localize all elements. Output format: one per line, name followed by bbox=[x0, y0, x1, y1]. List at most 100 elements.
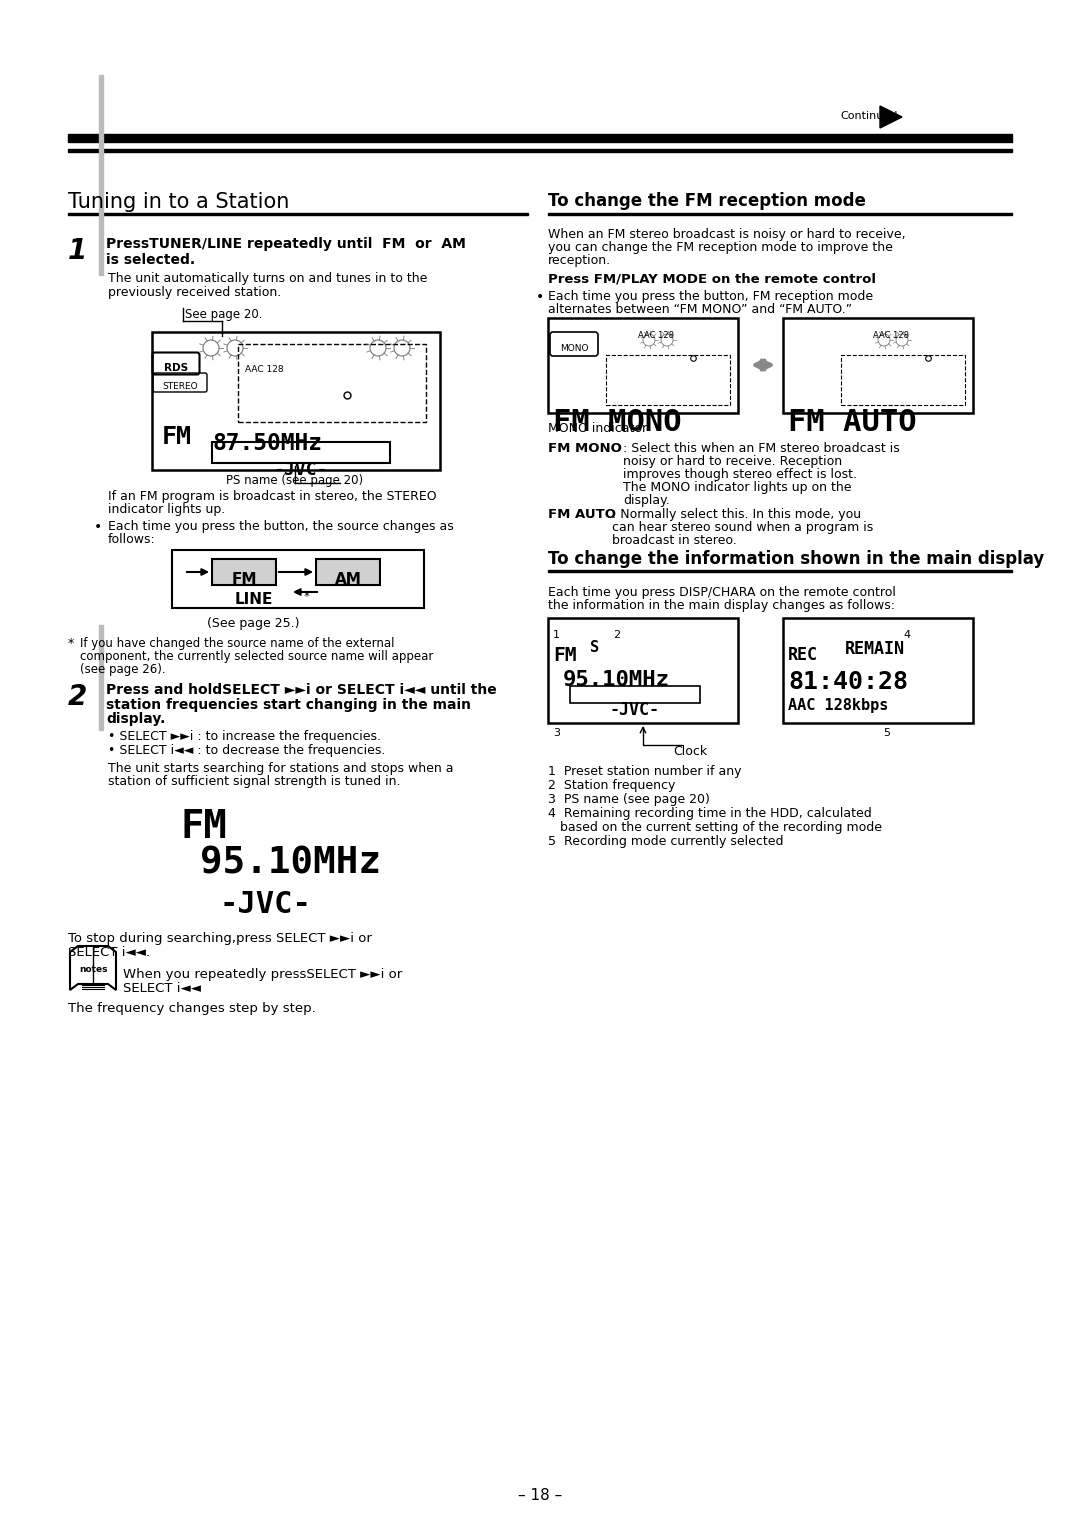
Bar bbox=[172, 550, 424, 608]
Text: REC: REC bbox=[788, 646, 818, 665]
Text: -JVC-: -JVC- bbox=[274, 461, 328, 478]
Text: 1: 1 bbox=[68, 237, 87, 264]
Text: FM: FM bbox=[180, 808, 227, 847]
Text: AAC 128: AAC 128 bbox=[873, 332, 909, 341]
Text: The frequency changes step by step.: The frequency changes step by step. bbox=[68, 1002, 315, 1015]
Text: PressTUNER/LINE repeatedly until  FM  or  AM: PressTUNER/LINE repeatedly until FM or A… bbox=[106, 237, 465, 251]
Bar bbox=[841, 354, 966, 405]
Text: AAC 128: AAC 128 bbox=[245, 365, 284, 374]
Text: To stop during searching,press SELECT ►►i or: To stop during searching,press SELECT ►►… bbox=[68, 932, 372, 944]
Bar bbox=[68, 134, 1012, 142]
Text: The unit starts searching for stations and stops when a: The unit starts searching for stations a… bbox=[108, 762, 454, 775]
Text: based on the current setting of the recording mode: based on the current setting of the reco… bbox=[548, 821, 882, 834]
Text: FM MONO: FM MONO bbox=[553, 408, 681, 437]
Text: FM AUTO: FM AUTO bbox=[788, 408, 917, 437]
Text: FM AUTO: FM AUTO bbox=[548, 507, 616, 521]
Text: 3  PS name (see page 20): 3 PS name (see page 20) bbox=[548, 793, 710, 805]
Bar bbox=[68, 212, 528, 215]
Text: AAC 128: AAC 128 bbox=[638, 332, 674, 341]
Text: 3: 3 bbox=[553, 727, 561, 738]
Bar bbox=[570, 686, 700, 703]
Text: PS name (see page 20): PS name (see page 20) bbox=[227, 474, 364, 487]
Bar bbox=[212, 559, 276, 585]
Text: Each time you press the button, the source changes as: Each time you press the button, the sour… bbox=[108, 520, 454, 533]
Text: When an FM stereo broadcast is noisy or hard to receive,: When an FM stereo broadcast is noisy or … bbox=[548, 228, 906, 241]
Text: Each time you press the button, FM reception mode: Each time you press the button, FM recep… bbox=[548, 290, 873, 303]
Text: broadcast in stereo.: broadcast in stereo. bbox=[612, 533, 737, 547]
Bar bbox=[238, 344, 426, 422]
Text: See page 20.: See page 20. bbox=[185, 309, 262, 321]
Text: Tuning in to a Station: Tuning in to a Station bbox=[68, 193, 289, 212]
Text: FM: FM bbox=[553, 646, 577, 665]
Bar bbox=[68, 150, 1012, 151]
Text: If an FM program is broadcast in stereo, the STEREO: If an FM program is broadcast in stereo,… bbox=[108, 490, 436, 503]
Bar bbox=[99, 625, 103, 730]
Text: • SELECT i◄◄ : to decrease the frequencies.: • SELECT i◄◄ : to decrease the frequenci… bbox=[108, 744, 386, 756]
Text: Each time you press DISP/CHARA on the remote control: Each time you press DISP/CHARA on the re… bbox=[548, 587, 896, 599]
Polygon shape bbox=[70, 946, 116, 990]
Text: previously received station.: previously received station. bbox=[108, 286, 281, 299]
Text: MONO: MONO bbox=[559, 344, 589, 353]
Text: 95.10MHz: 95.10MHz bbox=[200, 845, 381, 882]
Text: alternates between “FM MONO” and “FM AUTO.”: alternates between “FM MONO” and “FM AUT… bbox=[548, 303, 852, 316]
Text: display.: display. bbox=[623, 494, 670, 507]
Bar bbox=[548, 570, 1012, 571]
Text: -JVC-: -JVC- bbox=[220, 889, 312, 918]
Text: •: • bbox=[94, 520, 103, 533]
Bar bbox=[783, 617, 973, 723]
Text: To change the FM reception mode: To change the FM reception mode bbox=[548, 193, 866, 209]
Text: STEREO: STEREO bbox=[162, 382, 198, 391]
Text: the information in the main display changes as follows:: the information in the main display chan… bbox=[548, 599, 895, 613]
Text: 95.10MHz: 95.10MHz bbox=[563, 669, 670, 691]
Text: follows:: follows: bbox=[108, 533, 156, 545]
Text: station of sufficient signal strength is tuned in.: station of sufficient signal strength is… bbox=[108, 775, 401, 788]
Text: 81:40:28: 81:40:28 bbox=[788, 669, 908, 694]
Text: The MONO indicator lights up on the: The MONO indicator lights up on the bbox=[623, 481, 851, 494]
Text: display.: display. bbox=[106, 712, 165, 726]
Text: AAC 128kbps: AAC 128kbps bbox=[788, 698, 889, 714]
Text: Continued: Continued bbox=[840, 112, 897, 121]
Text: To change the information shown in the main display: To change the information shown in the m… bbox=[548, 550, 1044, 568]
Bar bbox=[99, 75, 103, 275]
Text: • SELECT ►►i : to increase the frequencies.: • SELECT ►►i : to increase the frequenci… bbox=[108, 730, 381, 743]
Text: 5: 5 bbox=[883, 727, 890, 738]
Text: is selected.: is selected. bbox=[106, 254, 195, 267]
Text: When you repeatedly pressSELECT ►►i or: When you repeatedly pressSELECT ►►i or bbox=[123, 969, 402, 981]
Text: component, the currently selected source name will appear: component, the currently selected source… bbox=[80, 649, 433, 663]
Bar bbox=[548, 212, 1012, 215]
Text: 1: 1 bbox=[553, 630, 561, 640]
Text: notes: notes bbox=[79, 966, 107, 975]
Text: : Normally select this. In this mode, you: : Normally select this. In this mode, yo… bbox=[612, 507, 861, 521]
Text: -JVC-: -JVC- bbox=[610, 701, 660, 720]
Text: SELECT i◄◄: SELECT i◄◄ bbox=[123, 983, 201, 995]
Text: *: * bbox=[303, 590, 310, 604]
Text: •: • bbox=[536, 290, 544, 304]
Text: REMAIN: REMAIN bbox=[845, 640, 905, 659]
Text: improves though stereo effect is lost.: improves though stereo effect is lost. bbox=[623, 468, 858, 481]
Text: 2: 2 bbox=[68, 683, 87, 711]
Text: (See page 25.): (See page 25.) bbox=[206, 617, 299, 630]
Text: 2  Station frequency: 2 Station frequency bbox=[548, 779, 675, 792]
Text: S: S bbox=[590, 640, 599, 656]
Text: 1  Preset station number if any: 1 Preset station number if any bbox=[548, 766, 742, 778]
Bar bbox=[316, 559, 380, 585]
Text: If you have changed the source name of the external: If you have changed the source name of t… bbox=[80, 637, 394, 649]
Text: FM: FM bbox=[162, 425, 192, 449]
Text: The unit automatically turns on and tunes in to the: The unit automatically turns on and tune… bbox=[108, 272, 428, 286]
Text: SELECT i◄◄.: SELECT i◄◄. bbox=[68, 946, 150, 960]
Text: Clock: Clock bbox=[673, 746, 707, 758]
Text: AM: AM bbox=[335, 571, 362, 587]
Text: FM MONO: FM MONO bbox=[548, 442, 622, 455]
Text: Press FM/PLAY MODE on the remote control: Press FM/PLAY MODE on the remote control bbox=[548, 274, 876, 286]
Text: FM: FM bbox=[231, 571, 257, 587]
Text: 4: 4 bbox=[903, 630, 910, 640]
Text: station frequencies start changing in the main: station frequencies start changing in th… bbox=[106, 698, 471, 712]
Text: – 18 –: – 18 – bbox=[518, 1488, 562, 1504]
Text: 87.50MHz: 87.50MHz bbox=[212, 432, 322, 455]
Text: 5  Recording mode currently selected: 5 Recording mode currently selected bbox=[548, 834, 783, 848]
Bar bbox=[212, 442, 390, 463]
Text: LINE: LINE bbox=[234, 591, 273, 607]
Text: noisy or hard to receive. Reception: noisy or hard to receive. Reception bbox=[623, 455, 842, 468]
Bar bbox=[548, 318, 738, 413]
Text: can hear stereo sound when a program is: can hear stereo sound when a program is bbox=[612, 521, 874, 533]
